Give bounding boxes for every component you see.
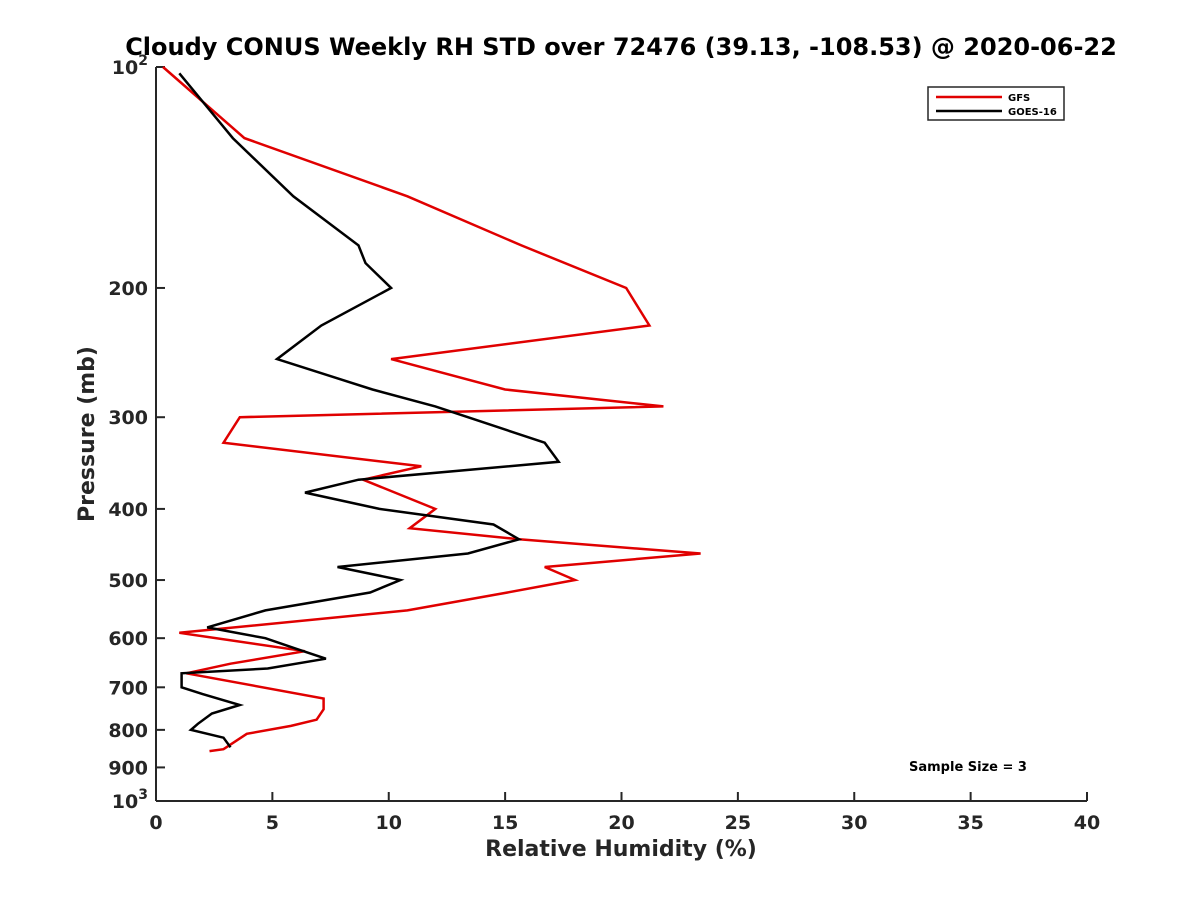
y-tick-label: 200 [108, 278, 148, 300]
y-tick-exponent: 2 [138, 53, 148, 69]
x-tick-label: 25 [725, 812, 751, 834]
plot-area: 0 5 10 15 20 25 30 35 40 10220030040050060070080… [108, 53, 1100, 834]
series-line-gfs [162, 66, 701, 753]
legend-label: GOES-16 [1008, 107, 1057, 118]
x-tick-label: 35 [957, 812, 983, 834]
x-ticks: 0 5 10 15 20 25 30 35 40 [149, 792, 1100, 834]
y-tick-label: 300 [108, 407, 148, 429]
x-tick-label: 15 [492, 812, 518, 834]
y-tick-exponent: 3 [138, 787, 148, 803]
y-tick-label: 500 [108, 570, 148, 592]
series-line-goes-16 [178, 72, 562, 749]
x-tick-label: 20 [608, 812, 634, 834]
legend: GFS GOES-16 [927, 86, 1065, 121]
x-tick-label: 40 [1074, 812, 1100, 834]
x-tick-label: 0 [149, 812, 162, 834]
y-tick-label: 800 [108, 720, 148, 742]
sample-size-annotation: Sample Size = 3 [909, 760, 1027, 775]
x-axis-label: Relative Humidity (%) [485, 837, 757, 862]
chart-title: Cloudy CONUS Weekly RH STD over 72476 (3… [125, 33, 1117, 61]
y-tick-label: 400 [108, 499, 148, 521]
x-tick-label: 5 [266, 812, 279, 834]
y-tick-base: 10 [112, 791, 138, 813]
y-tick-label: 900 [108, 757, 148, 779]
y-tick-label: 700 [108, 677, 148, 699]
legend-items: GFS GOES-16 [936, 93, 1057, 118]
legend-box [927, 86, 1065, 121]
y-tick-label: 102 [112, 53, 148, 79]
x-tick-label: 10 [376, 812, 402, 834]
series-layer [162, 66, 701, 753]
y-axis-label: Pressure (mb) [75, 346, 100, 522]
y-tick-base: 10 [112, 57, 138, 79]
legend-label: GFS [1008, 93, 1030, 104]
y-tick-label: 103 [112, 787, 148, 813]
y-tick-label: 600 [108, 628, 148, 650]
x-tick-label: 30 [841, 812, 867, 834]
